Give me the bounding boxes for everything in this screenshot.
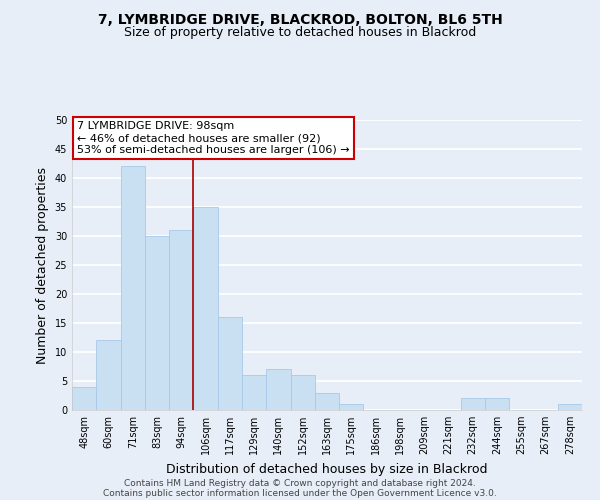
Text: Size of property relative to detached houses in Blackrod: Size of property relative to detached ho… [124, 26, 476, 39]
Bar [145, 236, 169, 410]
Y-axis label: Number of detached properties: Number of detached properties [36, 166, 49, 364]
Text: 7, LYMBRIDGE DRIVE, BLACKROD, BOLTON, BL6 5TH: 7, LYMBRIDGE DRIVE, BLACKROD, BOLTON, BL… [98, 12, 502, 26]
Bar [72, 387, 96, 410]
Bar [121, 166, 145, 410]
Bar [339, 404, 364, 410]
Bar [485, 398, 509, 410]
Bar [169, 230, 193, 410]
Bar [96, 340, 121, 410]
Bar [218, 317, 242, 410]
X-axis label: Distribution of detached houses by size in Blackrod: Distribution of detached houses by size … [166, 462, 488, 475]
Bar [266, 370, 290, 410]
Bar [315, 392, 339, 410]
Bar [290, 375, 315, 410]
Text: 7 LYMBRIDGE DRIVE: 98sqm
← 46% of detached houses are smaller (92)
53% of semi-d: 7 LYMBRIDGE DRIVE: 98sqm ← 46% of detach… [77, 122, 350, 154]
Text: Contains public sector information licensed under the Open Government Licence v3: Contains public sector information licen… [103, 488, 497, 498]
Text: Contains HM Land Registry data © Crown copyright and database right 2024.: Contains HM Land Registry data © Crown c… [124, 478, 476, 488]
Bar [558, 404, 582, 410]
Bar [193, 207, 218, 410]
Bar [242, 375, 266, 410]
Bar [461, 398, 485, 410]
